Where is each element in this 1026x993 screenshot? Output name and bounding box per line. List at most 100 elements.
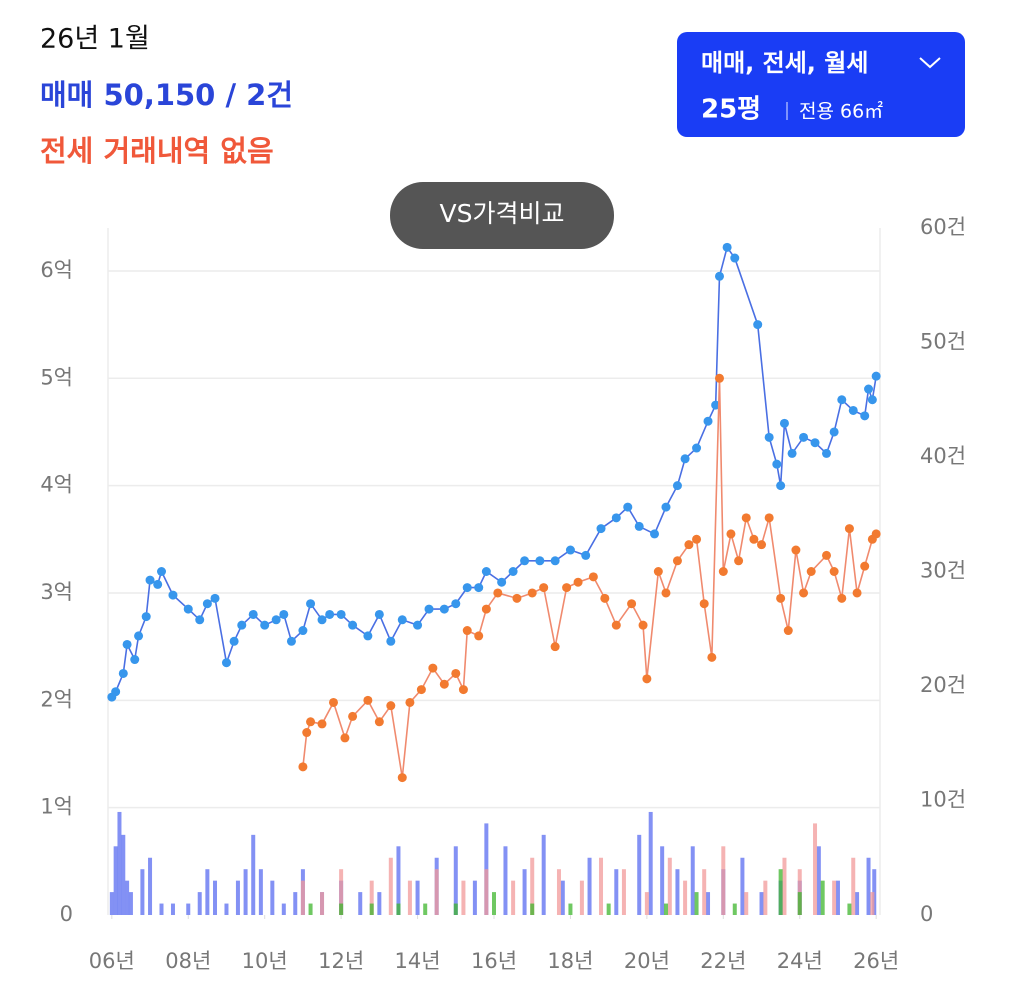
x-tick-label: 18년 bbox=[547, 949, 593, 973]
price-point bbox=[714, 373, 724, 383]
volume-bar bbox=[339, 903, 344, 915]
price-point bbox=[508, 567, 518, 576]
filter-button[interactable]: 매매, 전세, 월세 25평 전용 66㎡ bbox=[677, 32, 965, 137]
price-point bbox=[776, 593, 786, 603]
price-point bbox=[439, 604, 449, 614]
price-point bbox=[734, 556, 744, 566]
volume-bar bbox=[224, 903, 229, 915]
price-point bbox=[481, 604, 491, 614]
price-point bbox=[588, 572, 598, 582]
volume-bar bbox=[148, 857, 153, 915]
y-tick-label: 4억 bbox=[40, 473, 73, 497]
volume-bar bbox=[186, 903, 191, 915]
price-point bbox=[787, 448, 797, 458]
chevron[interactable] bbox=[919, 57, 941, 69]
volume-bar bbox=[522, 869, 527, 915]
price-point bbox=[821, 448, 831, 458]
volume-bar bbox=[560, 880, 565, 915]
volume-bar bbox=[159, 903, 164, 915]
price-point bbox=[806, 567, 816, 576]
volume-bar bbox=[648, 811, 653, 915]
filter-label[interactable]: 매매, 전세, 월세 bbox=[701, 49, 868, 77]
price-point bbox=[829, 427, 839, 437]
compare-label[interactable]: VS가격비교 bbox=[440, 199, 565, 228]
volume-bar bbox=[461, 880, 466, 915]
price-point bbox=[852, 588, 862, 598]
x-tick-label: 26년 bbox=[853, 949, 899, 973]
volume-bar bbox=[140, 869, 145, 915]
price-point bbox=[374, 717, 384, 727]
price-point bbox=[860, 561, 870, 571]
compare-bg[interactable] bbox=[390, 182, 614, 249]
price-point bbox=[497, 577, 507, 587]
price-point bbox=[680, 454, 690, 464]
volume-bar bbox=[492, 892, 496, 915]
price-point bbox=[271, 615, 281, 625]
volume-bar bbox=[377, 892, 382, 915]
price-point bbox=[799, 588, 809, 598]
price-point bbox=[248, 609, 258, 619]
price-point bbox=[424, 604, 434, 614]
volume-bar bbox=[706, 892, 711, 915]
volume-bar bbox=[847, 903, 852, 915]
price-point bbox=[237, 620, 247, 630]
price-point bbox=[860, 411, 870, 421]
x-tick-label: 22년 bbox=[700, 949, 746, 973]
price-point bbox=[871, 529, 881, 539]
price-point bbox=[279, 609, 289, 619]
price-point bbox=[562, 583, 572, 593]
price-point bbox=[122, 639, 132, 649]
volume-bar bbox=[170, 903, 175, 915]
sale-summary: 매매 50,150 / 2건 bbox=[40, 78, 293, 112]
size-label[interactable]: 25평 bbox=[701, 95, 761, 125]
volume-bar bbox=[396, 846, 401, 915]
price-point bbox=[317, 719, 327, 729]
price-point bbox=[550, 642, 560, 652]
volume-bar bbox=[270, 880, 275, 915]
volume-bar bbox=[415, 880, 420, 915]
volume-bar bbox=[568, 903, 573, 915]
price-point bbox=[336, 609, 346, 619]
price-point bbox=[779, 418, 789, 428]
filter-bg[interactable] bbox=[677, 32, 965, 137]
price-point bbox=[837, 593, 847, 603]
volume-bar bbox=[358, 892, 363, 915]
price-point bbox=[260, 620, 270, 630]
price-point bbox=[134, 631, 144, 641]
volume-bar bbox=[541, 834, 546, 915]
volume-bar bbox=[782, 857, 787, 915]
price-point bbox=[638, 620, 648, 630]
price-point bbox=[600, 593, 610, 603]
volume-bar bbox=[407, 880, 412, 915]
price-point bbox=[837, 395, 847, 405]
price-point bbox=[221, 658, 231, 668]
price-point bbox=[168, 590, 178, 600]
price-point bbox=[714, 271, 724, 281]
price-point bbox=[661, 588, 671, 598]
volume-bar bbox=[197, 892, 202, 915]
jeonse-summary: 전세 거래내역 없음 bbox=[40, 134, 274, 168]
volume-bar bbox=[453, 903, 458, 915]
price-point bbox=[718, 567, 728, 576]
volume-bar bbox=[503, 846, 508, 915]
price-point bbox=[772, 459, 782, 469]
compare-button[interactable]: VS가격비교 bbox=[390, 182, 614, 249]
price-point bbox=[764, 513, 774, 523]
volume-bar bbox=[369, 880, 374, 915]
price-point bbox=[722, 242, 732, 252]
volume-bar bbox=[320, 892, 325, 915]
price-point bbox=[428, 663, 438, 673]
price-point bbox=[363, 631, 373, 641]
price-point bbox=[325, 609, 335, 619]
price-point bbox=[539, 583, 549, 593]
volume-bar bbox=[388, 857, 393, 915]
volume-bar bbox=[113, 846, 118, 915]
volume-bar bbox=[660, 846, 665, 915]
area-label[interactable]: 전용 66㎡ bbox=[799, 100, 883, 123]
volume-bar bbox=[702, 869, 707, 915]
price-point bbox=[348, 620, 358, 630]
volume-bar bbox=[258, 869, 263, 915]
price-point bbox=[462, 583, 472, 593]
price-point bbox=[867, 395, 877, 405]
volume-bar bbox=[797, 892, 802, 915]
